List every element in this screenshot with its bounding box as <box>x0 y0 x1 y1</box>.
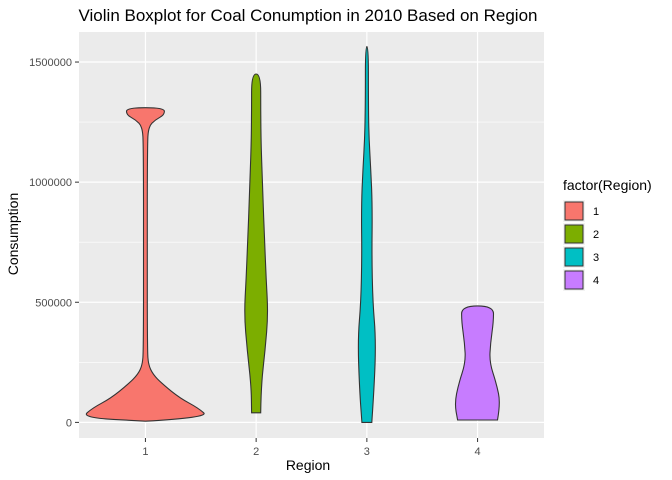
violin-region-2 <box>244 73 269 414</box>
y-axis: 0 500000 1000000 1500000 <box>29 57 79 429</box>
violins <box>85 45 500 423</box>
violin-region-1 <box>85 107 205 422</box>
legend-swatch-4 <box>564 270 584 290</box>
y-axis-title: Consumption <box>5 193 21 276</box>
y-tick-label: 500000 <box>35 297 72 309</box>
y-tick-label: 1500000 <box>29 57 72 69</box>
legend: factor(Region) 1 2 3 4 <box>563 177 652 291</box>
x-tick-label: 3 <box>364 446 370 458</box>
legend-label-2: 2 <box>593 229 599 241</box>
legend-title: factor(Region) <box>563 177 652 193</box>
legend-label-4: 4 <box>593 275 599 287</box>
x-axis: 1 2 3 4 <box>142 438 481 458</box>
x-tick-label: 4 <box>475 446 481 458</box>
y-tick-label: 1000000 <box>29 177 72 189</box>
legend-label-3: 3 <box>593 252 599 264</box>
x-axis-title: Region <box>286 457 330 473</box>
violin-region-3 <box>357 45 376 423</box>
legend-swatch-1 <box>564 201 584 221</box>
chart-title: Violin Boxplot for Coal Conumption in 20… <box>79 6 538 25</box>
legend-swatch-3 <box>564 247 584 267</box>
legend-label-1: 1 <box>593 206 599 218</box>
y-tick-label: 0 <box>66 417 72 429</box>
violin-region-4 <box>454 305 500 421</box>
x-tick-label: 1 <box>142 446 148 458</box>
legend-swatch-2 <box>564 224 584 244</box>
x-tick-label: 2 <box>253 446 259 458</box>
